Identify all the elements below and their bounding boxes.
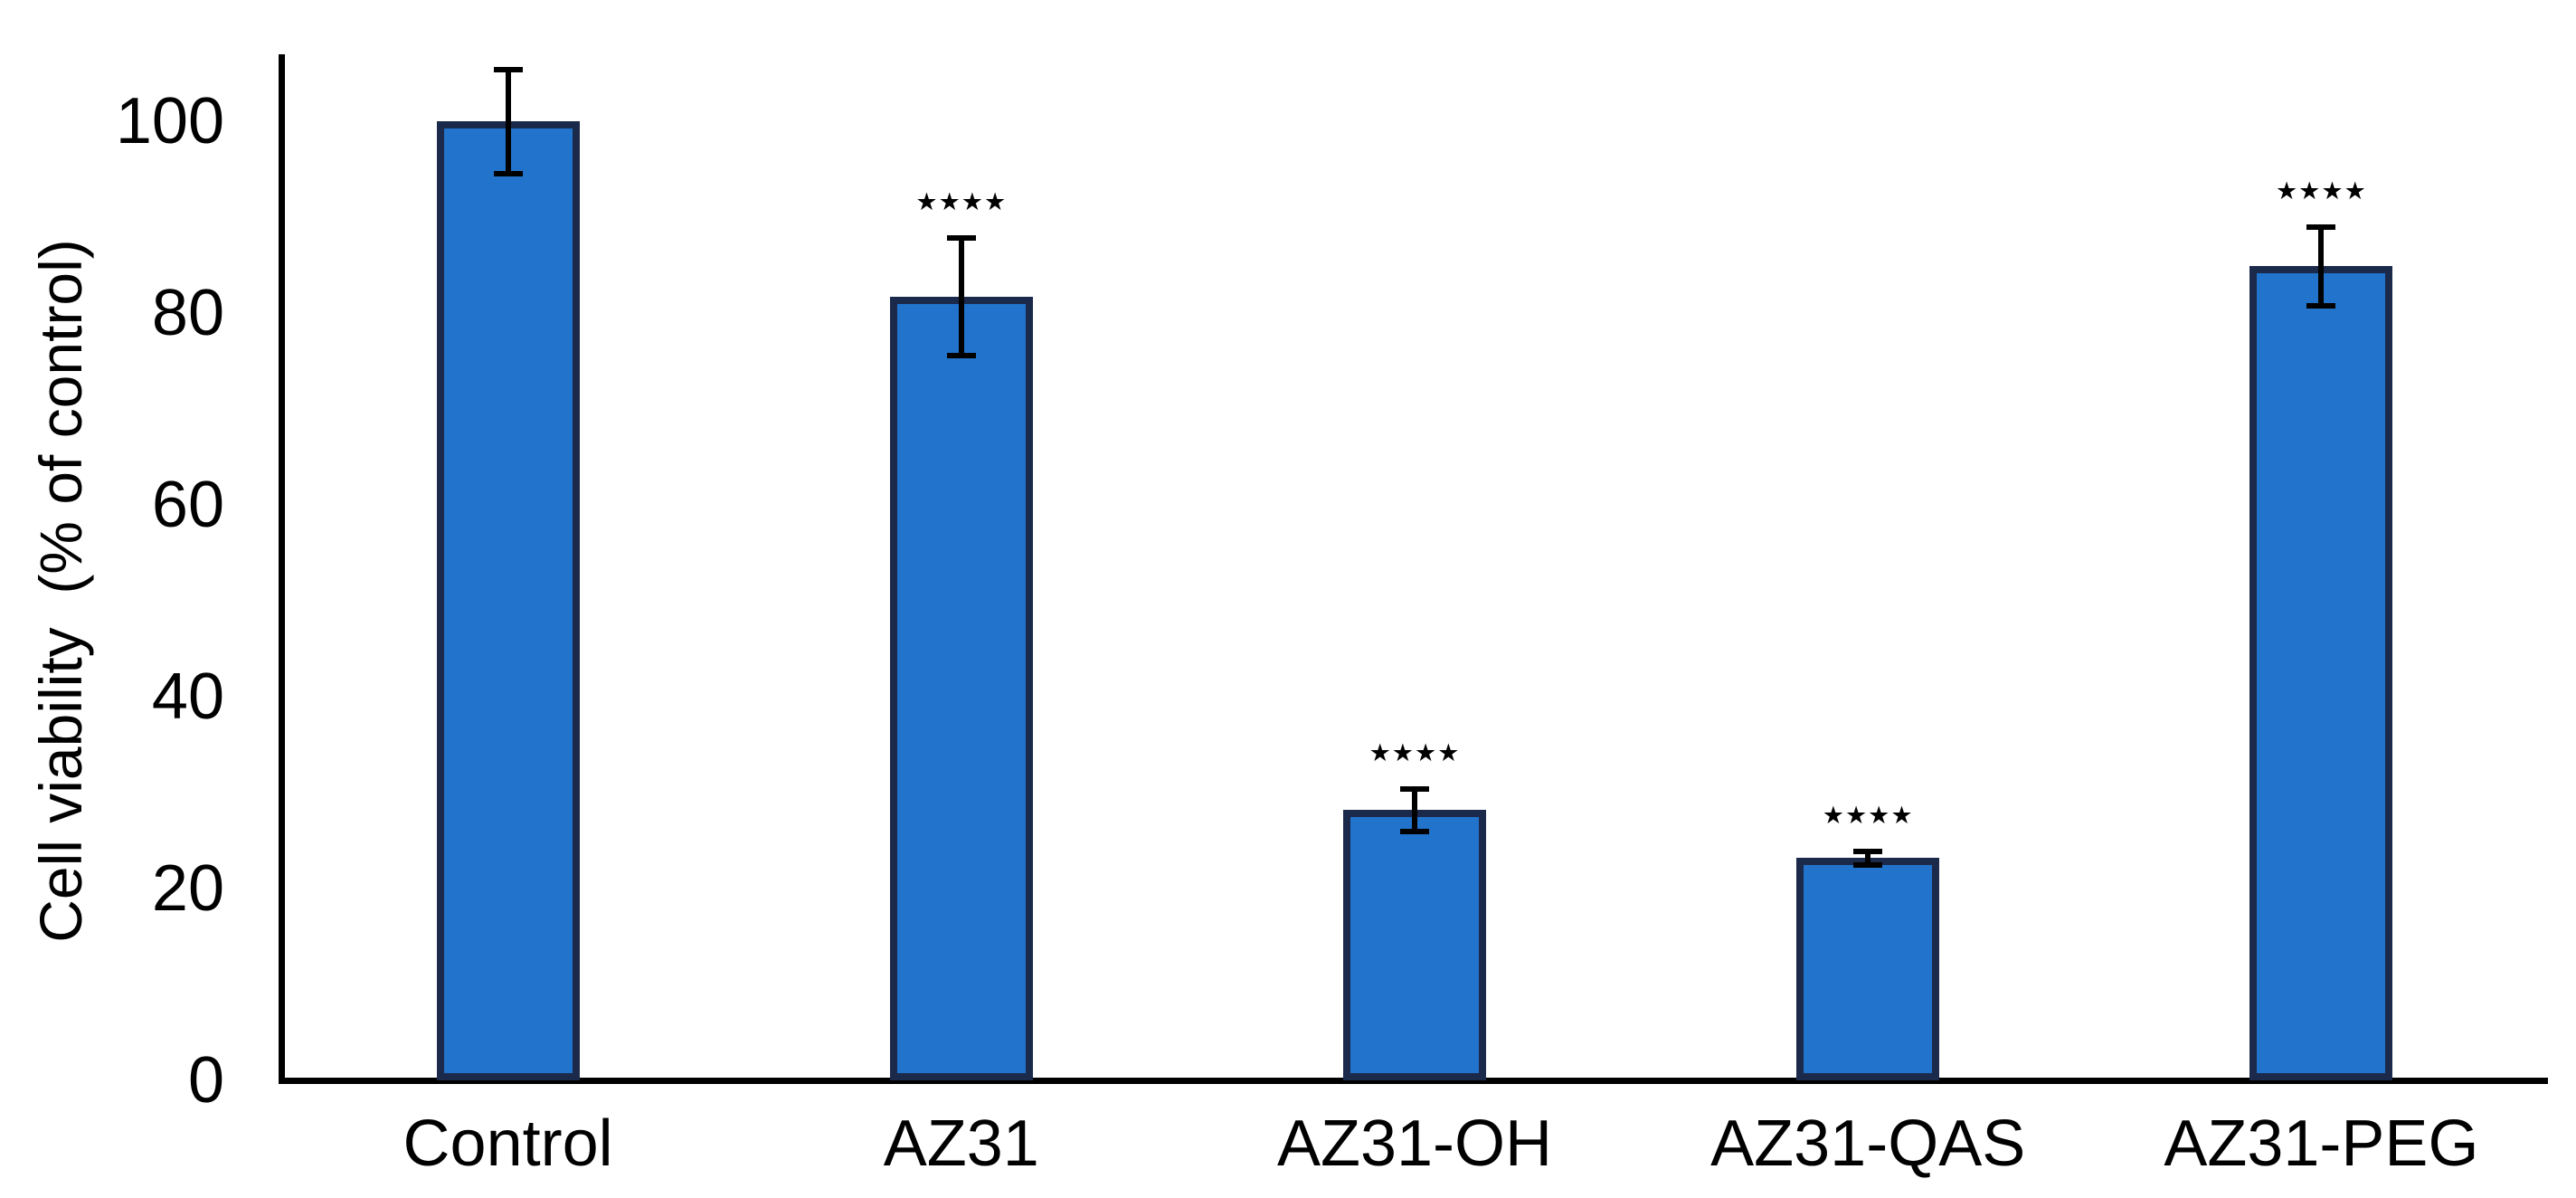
significance-stars: ★★★★ — [915, 188, 1008, 216]
x-axis-category-label: AZ31-QAS — [1710, 1108, 2026, 1180]
bar — [2249, 266, 2393, 1080]
error-bar-bottom-cap — [1400, 828, 1429, 834]
error-bar-bottom-cap — [493, 170, 523, 176]
error-bar-top-cap — [2306, 223, 2336, 230]
error-bar-top-cap — [1400, 785, 1429, 792]
error-bar-top-cap — [493, 66, 523, 72]
bar — [1796, 858, 1940, 1080]
y-axis-tick-label: 80 — [151, 277, 224, 350]
significance-stars: ★★★★ — [2275, 176, 2367, 204]
error-bar-bottom-cap — [946, 352, 976, 358]
bar — [889, 297, 1033, 1080]
y-axis-tick-label: 0 — [187, 1044, 224, 1117]
x-axis-category-label: AZ31 — [883, 1108, 1039, 1180]
error-bar-whisker — [1865, 848, 1871, 868]
error-bar-bottom-cap — [2306, 302, 2336, 309]
significance-stars: ★★★★ — [1368, 738, 1461, 766]
x-axis-category-label: Control — [402, 1108, 613, 1180]
error-bar-bottom-cap — [1853, 861, 1883, 868]
y-axis-tick-label: 40 — [151, 661, 224, 734]
x-axis-category-label: AZ31-PEG — [2164, 1108, 2479, 1180]
x-axis-category-label: AZ31-OH — [1276, 1108, 1553, 1180]
error-bar-top-cap — [946, 235, 976, 242]
bar — [436, 121, 580, 1080]
x-axis-line — [279, 1078, 2548, 1084]
y-axis-tick-label: 20 — [151, 852, 224, 926]
y-axis-tick-label: 60 — [151, 469, 224, 542]
y-axis-line — [279, 54, 285, 1084]
significance-stars: ★★★★ — [1822, 801, 1914, 829]
y-axis-tick-label: 100 — [115, 85, 224, 158]
y-axis-title: Cell viability (% of control) — [27, 239, 94, 943]
error-bar-top-cap — [1853, 848, 1883, 854]
error-bar-whisker — [505, 66, 511, 176]
bar — [1343, 810, 1486, 1080]
error-bar-whisker — [2318, 223, 2325, 309]
error-bar-whisker — [958, 235, 964, 358]
error-bar-whisker — [1412, 785, 1417, 834]
